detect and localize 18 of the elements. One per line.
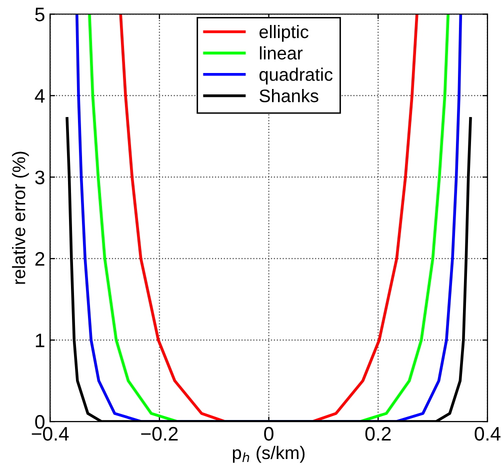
x-tick-label: 0.2 [365,426,391,441]
y-tick-label: 4 [34,89,45,103]
legend-label: quadratic [259,68,333,84]
x-tick-label: 0 [264,426,274,441]
legend-label: linear [260,46,303,60]
legend-label: Shanks [260,89,318,102]
y-tick-label: 0 [35,415,44,429]
x-tick-label: −0.2 [141,426,178,441]
y-tick-label: 1 [36,334,44,348]
y-tick-label: 3 [35,170,44,184]
x-tick-label: 0.4 [474,426,500,441]
y-axis-title: relative error (%) [12,152,29,284]
y-tick-label: 2 [35,252,44,266]
x-tick-label: −0.4 [32,426,69,441]
x-axis-title: p$_{h}$ (s/km) [232,446,305,463]
line-series [119,14,418,422]
y-tick-label: 5 [35,8,44,22]
legend-label: elliptic [260,24,308,42]
